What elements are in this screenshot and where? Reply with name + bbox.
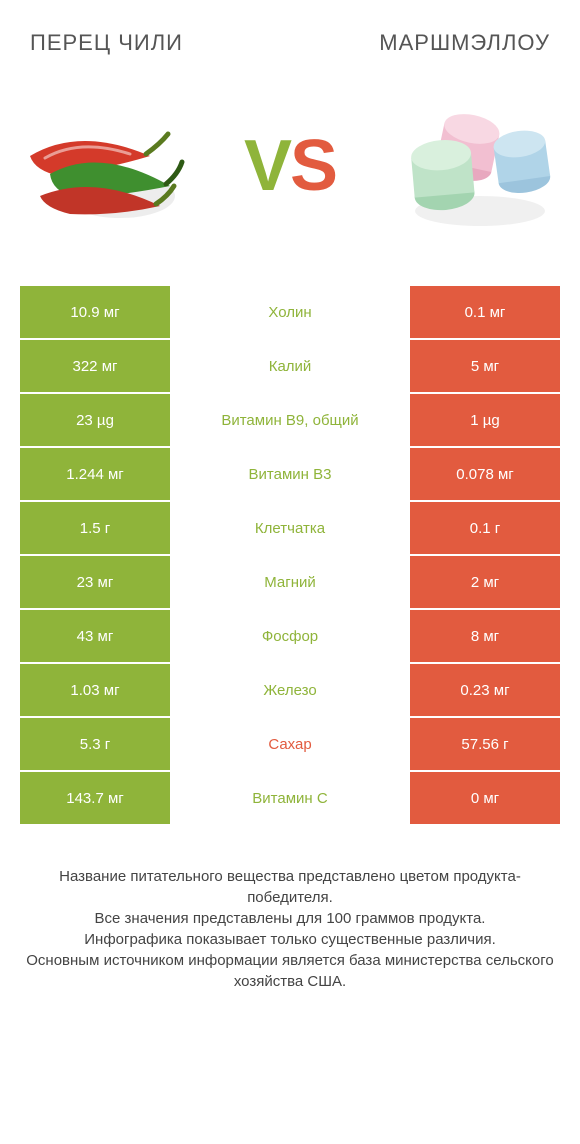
right-product-title: МАРШМЭЛЛОУ xyxy=(379,30,550,56)
right-value: 0.1 мг xyxy=(410,286,560,338)
right-value: 0.23 мг xyxy=(410,664,560,716)
titles-row: ПЕРЕЦ ЧИЛИ МАРШМЭЛЛОУ xyxy=(0,0,580,66)
table-row: 1.5 гКлетчатка0.1 г xyxy=(20,502,560,556)
infographic-root: ПЕРЕЦ ЧИЛИ МАРШМЭЛЛОУ VS xyxy=(0,0,580,1144)
table-row: 43 мгФосфор8 мг xyxy=(20,610,560,664)
nutrient-label: Магний xyxy=(170,556,410,608)
right-value: 0.078 мг xyxy=(410,448,560,500)
vs-label: VS xyxy=(244,130,336,202)
vs-s: S xyxy=(290,126,336,206)
right-value: 2 мг xyxy=(410,556,560,608)
left-value: 5.3 г xyxy=(20,718,170,770)
chili-image xyxy=(20,96,190,236)
right-value: 8 мг xyxy=(410,610,560,662)
left-value: 23 µg xyxy=(20,394,170,446)
nutrient-label: Фосфор xyxy=(170,610,410,662)
left-value: 143.7 мг xyxy=(20,772,170,824)
nutrient-label: Калий xyxy=(170,340,410,392)
table-row: 23 мгМагний2 мг xyxy=(20,556,560,610)
nutrient-label: Сахар xyxy=(170,718,410,770)
vs-v: V xyxy=(244,126,290,206)
left-value: 1.03 мг xyxy=(20,664,170,716)
right-value: 0 мг xyxy=(410,772,560,824)
table-row: 10.9 мгХолин0.1 мг xyxy=(20,286,560,340)
left-value: 23 мг xyxy=(20,556,170,608)
footer-line-4: Основным источником информации является … xyxy=(24,950,556,992)
left-value: 10.9 мг xyxy=(20,286,170,338)
left-value: 43 мг xyxy=(20,610,170,662)
nutrient-label: Железо xyxy=(170,664,410,716)
right-value: 57.56 г xyxy=(410,718,560,770)
nutrient-label: Витамин C xyxy=(170,772,410,824)
nutrient-label: Витамин B3 xyxy=(170,448,410,500)
nutrient-label: Холин xyxy=(170,286,410,338)
footer-text: Название питательного вещества представл… xyxy=(0,826,580,1002)
nutrient-label: Витамин B9, общий xyxy=(170,394,410,446)
right-value: 1 µg xyxy=(410,394,560,446)
table-row: 1.244 мгВитамин B30.078 мг xyxy=(20,448,560,502)
table-row: 1.03 мгЖелезо0.23 мг xyxy=(20,664,560,718)
left-value: 1.244 мг xyxy=(20,448,170,500)
footer-line-2: Все значения представлены для 100 граммо… xyxy=(24,908,556,929)
comparison-table: 10.9 мгХолин0.1 мг322 мгКалий5 мг23 µgВи… xyxy=(0,286,580,826)
right-value: 0.1 г xyxy=(410,502,560,554)
nutrient-label: Клетчатка xyxy=(170,502,410,554)
left-value: 1.5 г xyxy=(20,502,170,554)
right-value: 5 мг xyxy=(410,340,560,392)
left-value: 322 мг xyxy=(20,340,170,392)
footer-line-1: Название питательного вещества представл… xyxy=(24,866,556,908)
table-row: 143.7 мгВитамин C0 мг xyxy=(20,772,560,826)
left-product-title: ПЕРЕЦ ЧИЛИ xyxy=(30,30,183,56)
hero-row: VS xyxy=(0,66,580,286)
footer-line-3: Инфографика показывает только существенн… xyxy=(24,929,556,950)
table-row: 322 мгКалий5 мг xyxy=(20,340,560,394)
table-row: 23 µgВитамин B9, общий1 µg xyxy=(20,394,560,448)
marshmallow-image xyxy=(390,96,560,236)
table-row: 5.3 гСахар57.56 г xyxy=(20,718,560,772)
